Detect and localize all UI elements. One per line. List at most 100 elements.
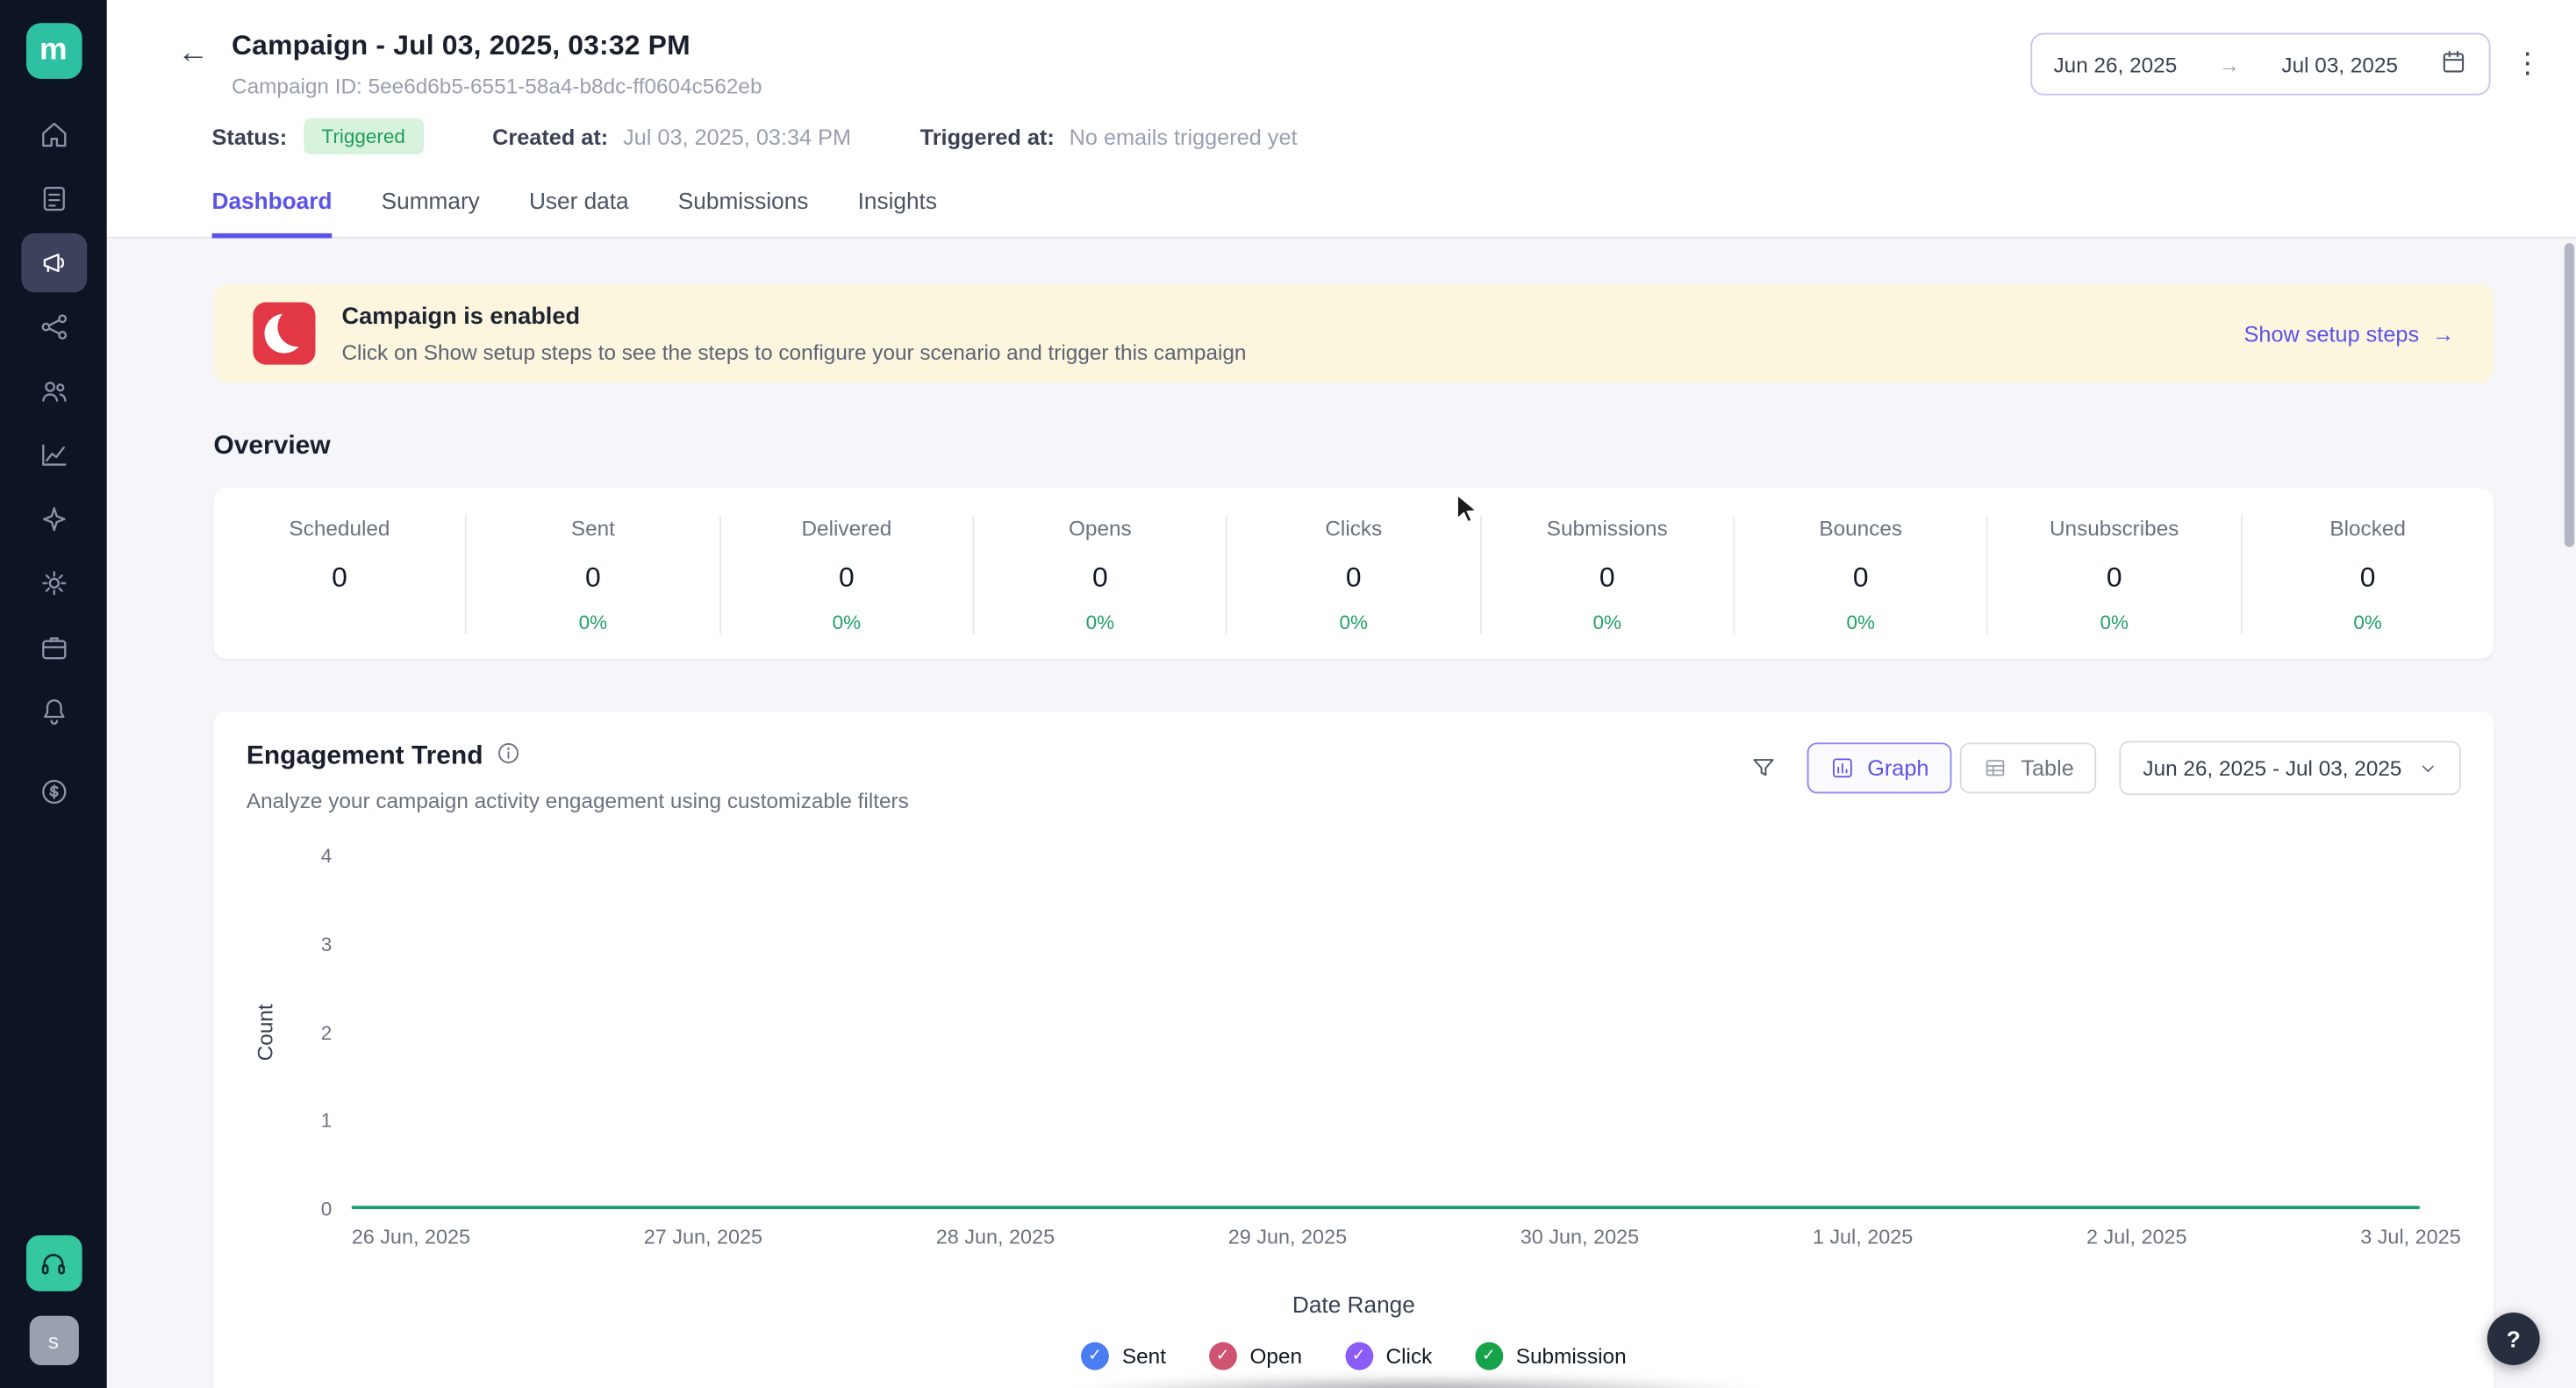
date-range-start: Jun 26, 2025 bbox=[2053, 51, 2178, 77]
user-avatar[interactable]: s bbox=[28, 1315, 78, 1365]
y-tick: 0 bbox=[320, 1197, 333, 1221]
engagement-chart: Count 4 3 2 1 0 bbox=[247, 844, 2461, 1220]
plot-area bbox=[351, 856, 2461, 1210]
show-setup-steps-link[interactable]: Show setup steps → bbox=[2244, 321, 2455, 346]
title-block: Campaign - Jul 03, 2025, 03:32 PM Campai… bbox=[232, 30, 762, 99]
megaphone-icon bbox=[42, 254, 64, 273]
legend-label: Sent bbox=[1121, 1343, 1166, 1369]
sidebar-item-campaigns[interactable] bbox=[20, 233, 87, 293]
tab-insights[interactable]: Insights bbox=[857, 187, 937, 214]
info-icon[interactable] bbox=[497, 741, 521, 773]
x-tick: 2 Jul, 2025 bbox=[2086, 1225, 2187, 1249]
stat-value: 0 bbox=[1345, 562, 1362, 593]
sidebar: m bbox=[0, 0, 107, 1388]
stat-value: 0 bbox=[1599, 562, 1615, 593]
tab-dashboard[interactable]: Dashboard bbox=[211, 187, 333, 239]
engagement-controls: Graph Table Jun 26, 2025 - Jul 03, 2025 bbox=[1742, 741, 2461, 796]
sidebar-item-flows[interactable] bbox=[20, 297, 86, 356]
stat-value: 0 bbox=[839, 562, 855, 593]
sidebar-item-billing[interactable] bbox=[20, 762, 86, 821]
overview-heading: Overview bbox=[213, 432, 331, 461]
scenario-logo-icon bbox=[253, 302, 316, 365]
engagement-title-block: Engagement Trend Analyze your campaign a… bbox=[247, 741, 909, 813]
engagement-title-row: Engagement Trend bbox=[247, 741, 909, 773]
legend-item-click[interactable]: ✓ Click bbox=[1344, 1341, 1432, 1370]
stat-value: 0 bbox=[2359, 562, 2376, 593]
sidebar-item-home[interactable] bbox=[20, 105, 86, 164]
banner-title: Campaign is enabled bbox=[341, 303, 581, 330]
campaign-id: Campaign ID: 5ee6d6b5-6551-58a4-b8dc-ff0… bbox=[232, 74, 762, 99]
x-axis-title: Date Range bbox=[1292, 1291, 1415, 1318]
legend-item-open[interactable]: ✓ Open bbox=[1208, 1341, 1303, 1370]
chevron-down-icon bbox=[2422, 764, 2434, 772]
main-panel: ← Campaign - Jul 03, 2025, 03:32 PM Camp… bbox=[106, 0, 2576, 1388]
graph-view-label: Graph bbox=[1867, 755, 1929, 781]
stat-percent: 0% bbox=[1085, 611, 1115, 634]
stat-label: Bounces bbox=[1819, 515, 1903, 541]
table-view-label: Table bbox=[2021, 755, 2074, 781]
flat-zero-series-line bbox=[351, 1206, 2421, 1210]
chart-range-value: Jun 26, 2025 - Jul 03, 2025 bbox=[2143, 755, 2402, 781]
click-check-icon: ✓ bbox=[1344, 1341, 1373, 1370]
sidebar-item-automation[interactable] bbox=[20, 490, 86, 548]
stat-label: Scheduled bbox=[289, 515, 390, 541]
tab-summary[interactable]: Summary bbox=[381, 187, 480, 214]
chart-range-dropdown[interactable]: Jun 26, 2025 - Jul 03, 2025 bbox=[2120, 741, 2461, 796]
sparkle-icon bbox=[41, 507, 65, 532]
campaign-enabled-banner: Campaign is enabled Click on Show setup … bbox=[213, 283, 2494, 383]
date-range-picker[interactable]: Jun 26, 2025 → Jul 03, 2025 bbox=[2030, 32, 2491, 96]
scrollbar-thumb[interactable] bbox=[2564, 243, 2575, 547]
submission-check-icon: ✓ bbox=[1474, 1341, 1503, 1370]
x-tick: 28 Jun, 2025 bbox=[935, 1225, 1055, 1249]
tab-user-data[interactable]: User data bbox=[528, 187, 629, 214]
back-button[interactable]: ← bbox=[177, 36, 209, 71]
x-tick: 30 Jun, 2025 bbox=[1520, 1225, 1640, 1249]
legend-label: Submission bbox=[1515, 1343, 1627, 1369]
document-icon bbox=[42, 186, 64, 211]
sidebar-item-analytics[interactable] bbox=[20, 426, 86, 484]
sidebar-item-contacts[interactable] bbox=[20, 361, 86, 420]
legend-item-sent[interactable]: ✓ Sent bbox=[1081, 1341, 1166, 1370]
header-actions: Jun 26, 2025 → Jul 03, 2025 ⋮ bbox=[2030, 30, 2543, 96]
legend-label: Open bbox=[1249, 1343, 1303, 1369]
stat-scheduled: Scheduled 0 bbox=[213, 515, 468, 634]
stat-percent: 0% bbox=[578, 611, 608, 634]
stat-percent: 0% bbox=[832, 611, 862, 634]
sidebar-item-templates[interactable] bbox=[20, 169, 86, 228]
status-row: Status: Triggered Created at: Jul 03, 20… bbox=[107, 98, 2576, 155]
graph-view-button[interactable]: Graph bbox=[1806, 742, 1952, 794]
help-button[interactable]: ? bbox=[2487, 1313, 2540, 1365]
view-toggle: Graph Table bbox=[1806, 742, 2098, 794]
page-header: ← Campaign - Jul 03, 2025, 03:32 PM Camp… bbox=[107, 0, 2576, 99]
bar-chart-icon bbox=[1832, 758, 1852, 778]
stat-value: 0 bbox=[2106, 562, 2122, 593]
sidebar-item-settings[interactable] bbox=[20, 554, 86, 612]
stat-value: 0 bbox=[332, 562, 347, 593]
sidebar-item-notifications[interactable] bbox=[20, 682, 86, 741]
briefcase-icon bbox=[41, 637, 66, 660]
sidebar-item-workspace[interactable] bbox=[20, 618, 86, 676]
kebab-menu-button[interactable]: ⋮ bbox=[2513, 47, 2544, 79]
tab-submissions[interactable]: Submissions bbox=[677, 187, 809, 214]
legend-item-submission[interactable]: ✓ Submission bbox=[1474, 1341, 1627, 1370]
stat-percent: 0% bbox=[2353, 611, 2382, 634]
filter-button[interactable] bbox=[1742, 747, 1784, 792]
sent-check-icon: ✓ bbox=[1081, 1341, 1109, 1370]
stat-percent: 0% bbox=[1846, 611, 1875, 634]
stat-opens: Opens 0 0% bbox=[974, 515, 1228, 634]
calendar-icon bbox=[2439, 47, 2467, 80]
stat-clicks: Clicks 0 0% bbox=[1227, 515, 1482, 634]
stat-value: 0 bbox=[1852, 562, 1869, 593]
banner-text: Campaign is enabled Click on Show setup … bbox=[341, 303, 1246, 363]
tab-bar: Dashboard Summary User data Submissions … bbox=[106, 154, 2576, 239]
stat-submissions: Submissions 0 0% bbox=[1481, 515, 1735, 634]
stat-label: Sent bbox=[570, 515, 615, 541]
banner-description: Click on Show setup steps to see the ste… bbox=[341, 339, 1247, 364]
table-view-button[interactable]: Table bbox=[1960, 742, 2098, 794]
gear-icon bbox=[41, 571, 66, 596]
stat-delivered: Delivered 0 0% bbox=[720, 515, 975, 634]
app-logo[interactable]: m bbox=[25, 23, 82, 79]
support-button[interactable] bbox=[25, 1235, 82, 1291]
arrow-right-icon: → bbox=[2218, 51, 2241, 77]
